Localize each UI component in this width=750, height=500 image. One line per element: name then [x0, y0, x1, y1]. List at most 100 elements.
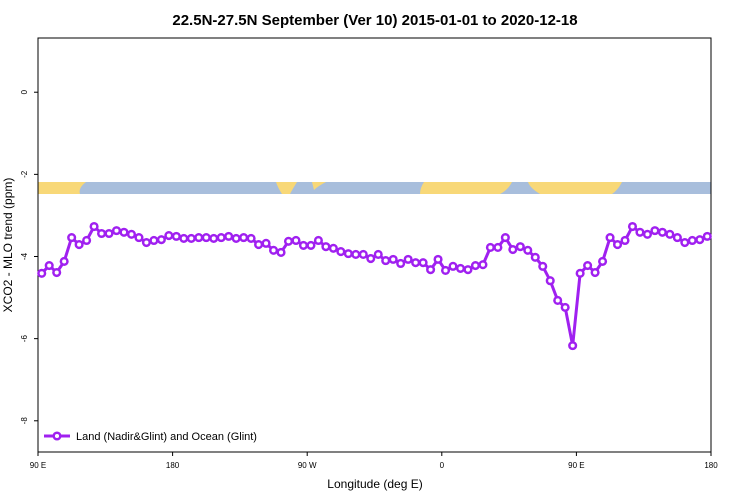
point	[545, 276, 555, 286]
point	[37, 268, 47, 278]
point	[665, 229, 675, 239]
point	[336, 247, 346, 257]
chart-title: 22.5N-27.5N September (Ver 10) 2015-01-0…	[172, 12, 577, 29]
point	[530, 252, 540, 262]
point	[687, 235, 697, 246]
x-axis-label: Longitude (deg E)	[327, 477, 422, 491]
y-tick-label: -4	[20, 252, 29, 260]
point	[388, 254, 398, 264]
point	[44, 260, 54, 271]
point	[239, 233, 249, 243]
point	[396, 258, 406, 269]
point	[149, 235, 159, 246]
land	[312, 182, 326, 190]
point	[657, 227, 667, 237]
point	[179, 233, 189, 243]
point	[209, 233, 219, 243]
point	[680, 237, 690, 248]
point	[298, 240, 309, 250]
point	[194, 233, 204, 243]
point	[635, 227, 645, 237]
point	[343, 249, 353, 259]
point	[627, 221, 638, 232]
point	[119, 227, 129, 237]
point	[702, 231, 712, 241]
land	[528, 182, 622, 194]
point	[97, 228, 107, 239]
point	[553, 295, 563, 305]
land	[420, 182, 512, 194]
point	[500, 233, 510, 243]
point	[440, 265, 451, 276]
point	[508, 244, 518, 255]
point	[164, 231, 174, 241]
point	[538, 261, 548, 271]
point	[111, 226, 122, 236]
point	[426, 265, 436, 275]
point	[351, 249, 361, 259]
point	[448, 261, 458, 271]
point	[612, 240, 623, 250]
y-tick-label: -2	[20, 170, 29, 178]
point	[171, 231, 181, 241]
point	[583, 260, 593, 271]
x-tick-label: 180	[166, 461, 180, 470]
point	[523, 245, 533, 255]
x-tick-label: 90 E	[568, 461, 584, 470]
point	[201, 233, 211, 243]
point	[478, 260, 488, 270]
point	[74, 240, 84, 250]
point	[470, 260, 481, 271]
point	[373, 249, 383, 259]
point	[328, 243, 338, 253]
point	[366, 254, 376, 264]
point	[411, 258, 421, 268]
point	[306, 240, 316, 250]
x-tick-label: 0	[440, 461, 445, 470]
point	[515, 242, 525, 252]
point	[493, 242, 503, 253]
point	[186, 233, 196, 243]
point	[695, 235, 705, 245]
point	[104, 228, 114, 239]
point	[560, 302, 570, 312]
point	[254, 240, 264, 250]
point	[620, 235, 630, 246]
y-tick-label: -6	[20, 335, 29, 343]
point	[590, 267, 600, 278]
point	[358, 249, 368, 259]
point	[261, 238, 271, 248]
x-tick-label: 90 E	[30, 461, 46, 470]
point	[485, 242, 495, 253]
point	[231, 233, 241, 243]
y-tick-label: 0	[20, 89, 29, 94]
point	[141, 237, 151, 248]
point	[126, 229, 137, 239]
plot-frame	[37, 37, 712, 453]
point	[650, 226, 660, 236]
point	[321, 242, 331, 252]
point	[52, 267, 62, 278]
point	[156, 235, 166, 245]
point	[672, 233, 682, 243]
legend-label: Land (Nadir&Glint) and Ocean (Glint)	[76, 431, 257, 443]
point	[418, 258, 428, 268]
point	[82, 235, 92, 246]
point	[246, 233, 256, 243]
point	[216, 233, 226, 243]
point	[313, 235, 323, 246]
point	[575, 268, 585, 278]
land	[38, 182, 86, 194]
point	[59, 256, 69, 266]
point	[283, 236, 294, 246]
y-tick-label: -8	[20, 417, 29, 425]
point	[455, 263, 466, 273]
point	[605, 233, 615, 243]
x-tick-label: 90 W	[298, 461, 317, 470]
point	[463, 265, 473, 275]
x-tick-label: 180	[704, 461, 718, 470]
legend-marker	[52, 431, 62, 441]
